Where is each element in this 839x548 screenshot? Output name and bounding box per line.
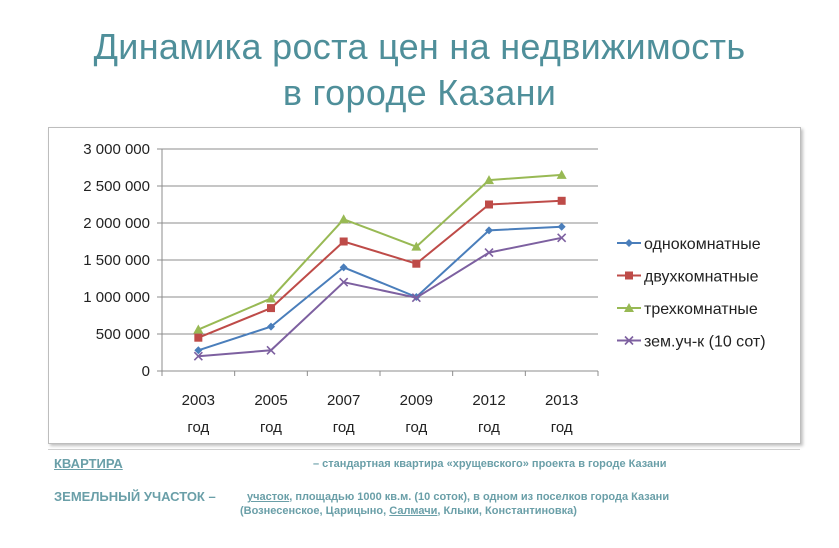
marker-diamond xyxy=(625,239,633,247)
legend-label: трехкомнатные xyxy=(644,301,758,318)
y-tick-label: 0 xyxy=(142,363,150,380)
marker-triangle xyxy=(193,324,204,334)
land-villages-open: (Вознесенское, Царицыно, xyxy=(240,505,390,517)
y-tick-label: 2 000 000 xyxy=(83,215,150,232)
marker-x xyxy=(193,351,203,361)
marker-triangle xyxy=(556,169,567,179)
series-line-3 xyxy=(197,173,562,331)
x-tick-label: год xyxy=(478,419,500,436)
x-tick-label: 2003 xyxy=(182,392,215,409)
land-villages: (Вознесенское, Царицыно, Салмачи, Клыки,… xyxy=(240,505,577,517)
land-villages-underlined: Салмачи xyxy=(389,505,438,517)
land-villages-close: , Клыки, Константиновка) xyxy=(437,505,577,517)
y-tick-label: 3 000 000 xyxy=(83,141,150,158)
x-tick-label: 2007 xyxy=(327,392,360,409)
x-tick-label: год xyxy=(405,419,427,436)
land-label: ЗЕМЕЛЬНЫЙ УЧАСТОК – xyxy=(54,489,216,504)
y-tick-label: 1 000 000 xyxy=(83,289,150,306)
x-tick-label: 2013 xyxy=(545,392,578,409)
marker-square xyxy=(339,237,348,246)
marker-x xyxy=(624,335,634,346)
marker-x xyxy=(339,277,349,287)
legend-label: двухкомнатные xyxy=(644,269,759,286)
marker-square xyxy=(194,333,203,342)
legend-label: зем.уч-к (10 сот) xyxy=(644,334,766,351)
marker-x xyxy=(557,233,567,243)
marker-diamond xyxy=(194,346,203,355)
marker-x xyxy=(411,293,421,303)
marker-x xyxy=(484,248,494,258)
marker-diamond xyxy=(339,263,348,272)
series-line-1 xyxy=(198,225,562,352)
marker-square xyxy=(412,259,421,268)
marker-square xyxy=(557,196,566,205)
y-tick-label: 2 500 000 xyxy=(83,178,150,195)
marker-square xyxy=(485,200,493,209)
marker-square xyxy=(625,271,633,280)
marker-triangle xyxy=(266,293,276,303)
x-tick-label: год xyxy=(551,419,573,436)
land-description: участок, площадью 1000 кв.м. (10 соток),… xyxy=(247,491,669,503)
page-title-line1: Динамика роста цен на недвижимость xyxy=(93,26,746,67)
x-tick-label: год xyxy=(260,419,282,436)
marker-diamond xyxy=(267,322,275,331)
marker-triangle xyxy=(624,303,634,312)
series-line-2 xyxy=(197,199,562,339)
land-description-rest: , площадью 1000 кв.м. (10 соток), в одно… xyxy=(289,491,670,503)
land-description-word: участок xyxy=(247,491,290,503)
chart-frame: 0 500 000 1 000 000 1 500 000 2 000 000 2 500… xyxy=(48,127,801,444)
x-tick-label: 2009 xyxy=(400,392,433,409)
marker-square xyxy=(267,304,275,313)
x-tick-label: 2012 xyxy=(472,392,505,409)
apartment-label: КВАРТИРА xyxy=(54,456,123,471)
x-tick-label: 2005 xyxy=(254,392,287,409)
y-tick-label: 1 500 000 xyxy=(83,252,150,269)
marker-x xyxy=(266,345,276,355)
apartment-description: – стандартная квартира «хрущевского» про… xyxy=(313,458,667,470)
marker-diamond xyxy=(557,222,566,231)
legend-label: однокомнатные xyxy=(644,236,761,253)
x-tick-label: год xyxy=(333,419,355,436)
x-tick-label: год xyxy=(187,419,209,436)
marker-triangle xyxy=(338,214,349,224)
line-chart: 0 500 000 1 000 000 1 500 000 2 000 000 2 500… xyxy=(83,141,766,436)
divider xyxy=(48,449,800,450)
y-tick-label: 500 000 xyxy=(96,326,150,343)
marker-triangle xyxy=(484,175,494,185)
marker-diamond xyxy=(485,226,493,235)
page-title-line2: в городе Казани xyxy=(282,72,557,113)
series-line-4 xyxy=(198,236,562,358)
marker-triangle xyxy=(411,241,422,251)
